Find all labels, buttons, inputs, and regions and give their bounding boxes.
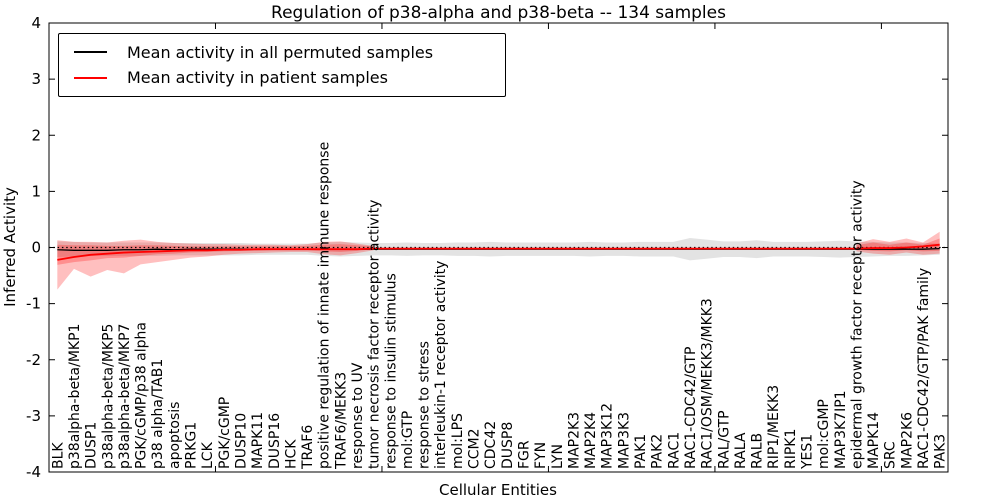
x-category-label: HCK — [283, 439, 299, 469]
legend-label: Mean activity in patient samples — [127, 68, 388, 88]
x-category-label: MAP3K12 — [600, 403, 616, 469]
x-category-label: positive regulation of innate immune res… — [317, 142, 333, 469]
x-category-label: PGK/cGMP/p38 alpha — [134, 322, 150, 469]
y-tick-label: -2 — [26, 351, 41, 369]
y-tick-label: 4 — [31, 14, 41, 32]
x-category-label: RAC1-CDC42/GTP — [683, 347, 699, 469]
x-category-label: SRC — [883, 441, 899, 469]
x-category-label: RIPK1 — [783, 429, 799, 469]
x-category-label: mol:cGMP — [816, 399, 832, 469]
x-category-label: p38alpha-beta/MKP1 — [67, 324, 83, 469]
x-category-label: response to insulin stimulus — [383, 273, 399, 469]
x-category-label: FGR — [516, 440, 532, 469]
x-category-label: RAL/GTP — [716, 410, 732, 469]
legend-entry-patient: Mean activity in patient samples — [59, 68, 505, 87]
x-category-label: DUSP16 — [267, 413, 283, 469]
x-category-label: interleukin-1 receptor activity — [433, 261, 449, 469]
x-category-label: BLK — [50, 442, 66, 469]
x-category-label: RAC1/OSM/MEKK3/MKK3 — [700, 298, 716, 469]
y-axis-label: Inferred Activity — [1, 187, 19, 307]
y-tick-label: -4 — [26, 463, 41, 481]
x-category-label: p38alpha-beta/MKP5 — [100, 324, 116, 469]
x-category-label: TRAF6 — [300, 425, 316, 470]
x-category-label: CCM2 — [467, 428, 483, 469]
x-category-label: FYN — [533, 442, 549, 469]
x-category-label: p38 alpha/TAB1 — [150, 359, 166, 469]
x-category-label: RAC1 — [666, 432, 682, 469]
x-category-label: DUSP10 — [233, 413, 249, 469]
permuted-line-swatch — [74, 51, 107, 54]
x-category-label: TRAF6/MEKK3 — [333, 372, 349, 470]
x-category-label: response to stress — [417, 341, 433, 469]
x-category-label: MAP3K3 — [616, 412, 632, 469]
x-category-label: PAK1 — [633, 434, 649, 469]
x-category-label: PAK2 — [650, 434, 666, 469]
y-tick-label: 0 — [31, 239, 41, 257]
x-category-label: mol:GTP — [400, 411, 416, 469]
x-category-label: RIP1/MEKK3 — [766, 385, 782, 469]
x-category-label: PGK/cGMP — [217, 397, 233, 469]
x-category-label: MAP2K6 — [899, 412, 915, 469]
x-category-label: response to UV — [350, 362, 366, 469]
legend-entry-permuted: Mean activity in all permuted samples — [59, 43, 505, 62]
legend: Mean activity in all permuted samples Me… — [58, 33, 506, 97]
x-category-label: MAPK11 — [250, 412, 266, 469]
y-tick-label: 2 — [31, 126, 41, 144]
x-category-label: tumor necrosis factor receptor activity — [367, 200, 383, 470]
y-tick-label: -3 — [26, 407, 41, 425]
x-category-label: apoptosis — [167, 402, 183, 469]
x-category-label: MAP2K3 — [566, 412, 582, 469]
x-category-label: PRKG1 — [184, 422, 200, 469]
x-category-label: DUSP8 — [500, 422, 516, 469]
y-tick-label: 3 — [31, 70, 41, 88]
x-category-label: LCK — [200, 441, 216, 469]
x-category-label: PAK3 — [933, 434, 949, 469]
legend-label: Mean activity in all permuted samples — [127, 42, 434, 62]
y-tick-label: -1 — [26, 295, 41, 313]
x-category-label: LYN — [550, 444, 566, 469]
y-tick-label: 1 — [31, 182, 41, 200]
x-category-label: p38alpha-beta/MKP7 — [117, 324, 133, 469]
patient-line-swatch — [74, 76, 107, 79]
x-category-label: RALA — [733, 432, 749, 469]
chart-title: Regulation of p38-alpha and p38-beta -- … — [271, 3, 726, 23]
x-category-label: epidermal growth factor receptor activit… — [849, 180, 865, 469]
x-category-label: RAC1-CDC42/GTP/PAK family — [916, 268, 932, 469]
x-category-label: YES1 — [799, 434, 815, 470]
x-category-label: mol:LPS — [450, 413, 466, 469]
x-axis-label: Cellular Entities — [439, 481, 557, 499]
x-category-label: MAP2K4 — [583, 412, 599, 469]
x-category-label: CDC42 — [483, 421, 499, 469]
series-line-patient — [57, 243, 940, 261]
x-category-label: MAP3K7IP1 — [833, 390, 849, 469]
x-category-label: RALB — [750, 433, 766, 469]
x-category-label: MAPK14 — [866, 412, 882, 469]
x-category-label: DUSP1 — [84, 422, 100, 469]
